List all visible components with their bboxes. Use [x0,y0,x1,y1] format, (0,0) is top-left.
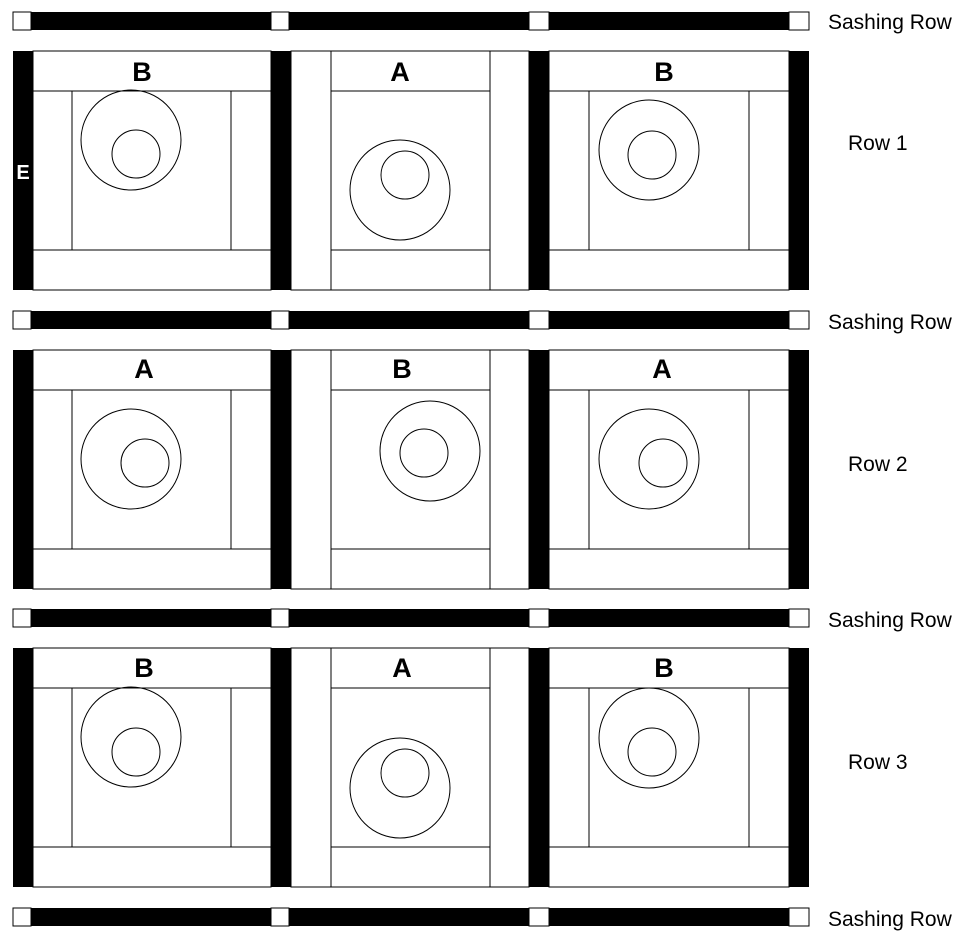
outer-circle [598,99,700,201]
sashing-strip [31,12,271,30]
sashing-row-3: Sashing Row [12,608,953,632]
sashing-row-label: Sashing Row [828,11,953,34]
block-b: B [32,647,272,888]
inner-circle [380,150,430,200]
cornerstone [270,907,290,927]
block-a: A [548,349,790,590]
outer-circle [80,89,182,191]
cornerstone [12,11,32,31]
row-label: Row 1 [848,132,908,155]
block-letter: B [392,354,412,384]
sashing-strip [549,311,789,329]
vertical-sashing [13,350,33,589]
outer-circle [80,408,182,510]
vertical-sashing [13,51,33,290]
block-letter: B [134,653,154,683]
sashing-strip [31,908,271,926]
row-label: Row 2 [848,453,908,476]
outer-circle [80,686,182,788]
cornerstone [528,608,550,628]
block-letter: A [652,354,672,384]
sashing-row-label: Sashing Row [828,311,953,334]
cornerstone [270,11,290,31]
vertical-sashing [271,350,291,589]
outer-circle [379,400,481,502]
sashing-row-label: Sashing Row [828,908,953,931]
sashing-strip [31,311,271,329]
inner-circle [399,428,449,478]
sashing-strip [289,12,529,30]
block-letter: B [654,57,674,87]
block-b: B [32,50,272,291]
block-letter: B [132,57,152,87]
cornerstone [528,310,550,330]
cornerstone [788,11,810,31]
outer-circle [598,687,700,789]
block-b: B [548,647,790,888]
sashing-row-label: Sashing Row [828,609,953,632]
cornerstone [788,310,810,330]
inner-circle [638,438,688,488]
sashing-strip [289,609,529,627]
sashing-strip [549,609,789,627]
cornerstone [270,608,290,628]
block-a: A [290,647,530,888]
inner-circle [627,727,677,777]
block-letter: A [390,57,410,87]
block-letter: A [134,354,154,384]
vertical-sashing [789,648,809,887]
block-b: B [290,349,530,590]
quilt-row-3: B A B Row 3 [13,647,908,888]
vertical-sashing [271,51,291,290]
inner-circle [627,130,677,180]
quilt-row-1: E B A B [13,50,908,291]
vertical-sashing [789,350,809,589]
sashing-row-4: Sashing Row [12,907,953,931]
block-letter: B [654,653,674,683]
sashing-row-2: Sashing Row [12,310,953,334]
vertical-sashing [271,648,291,887]
outer-circle [349,139,451,241]
outer-circle [349,737,451,839]
quilt-row-2: A B A Row 2 [13,349,908,590]
cornerstone [12,310,32,330]
sashing-strip [31,609,271,627]
inner-circle [120,438,170,488]
cornerstone [12,907,32,927]
cornerstone [270,310,290,330]
sashing-strip [549,12,789,30]
outer-circle [598,408,700,510]
cornerstone [788,907,810,927]
block-letter: A [392,653,412,683]
inner-circle [380,748,430,798]
block-a: A [32,349,272,590]
vertical-sashing [529,51,549,290]
edge-letter: E [16,162,29,184]
vertical-sashing [13,648,33,887]
block-a: A [290,50,530,291]
row-label: Row 3 [848,751,908,774]
block-b: B [548,50,790,291]
vertical-sashing [529,350,549,589]
sashing-strip [289,311,529,329]
inner-circle [111,129,161,179]
cornerstone [528,11,550,31]
sashing-strip [289,908,529,926]
inner-circle [111,727,161,777]
sashing-strip [549,908,789,926]
cornerstone [12,608,32,628]
cornerstone [788,608,810,628]
sashing-row-1: Sashing Row [12,11,953,34]
vertical-sashing [789,51,809,290]
vertical-sashing [529,648,549,887]
cornerstone [528,907,550,927]
